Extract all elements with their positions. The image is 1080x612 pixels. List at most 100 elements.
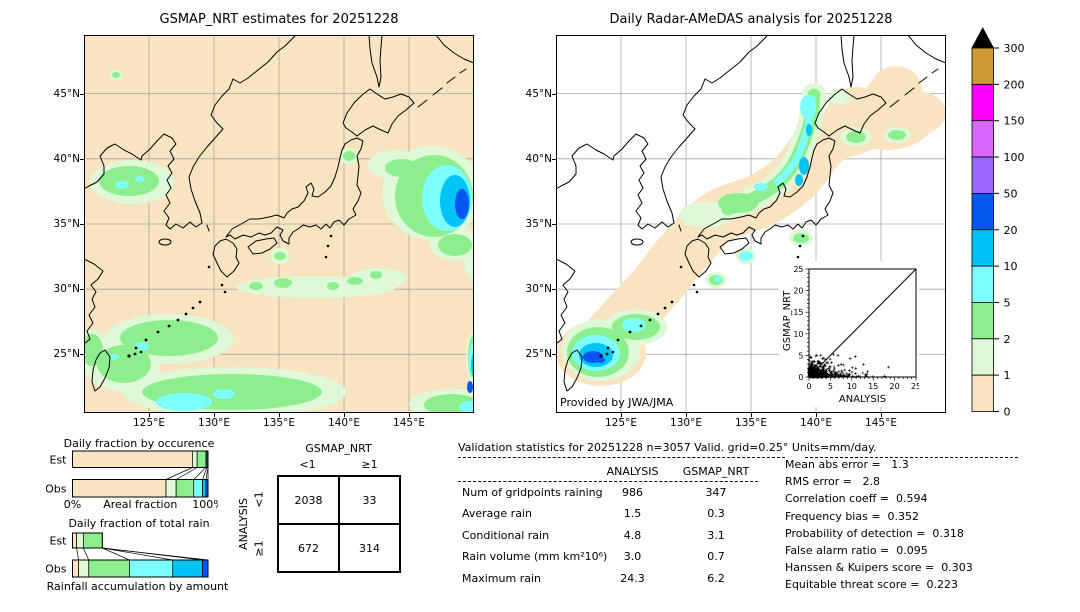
inset-x-tick: 20 [890, 382, 900, 391]
provider-credit: Provided by JWA/JMA [560, 396, 674, 409]
divider [458, 457, 785, 458]
score-line: Frequency bias = 0.352 [785, 509, 920, 523]
totalrain-chart-footer: Rainfall accumulation by amount [46, 580, 229, 593]
score-line: Equitable threat score = 0.223 [785, 578, 958, 592]
contingency-col-label-ge1: ≥1 [361, 458, 378, 471]
y-tick-mark [80, 289, 84, 291]
contingency-row-title: ANALYSIS [237, 498, 250, 550]
x-tick-label: 130°E [670, 417, 702, 429]
x-tick-mark [279, 413, 280, 417]
validation-row-label: Rain volume (mm km²10⁶) [462, 550, 608, 564]
contingency-row-label-lt1: <1 [252, 491, 266, 508]
y-tick-label: 25°N [53, 348, 80, 361]
inset-x-tick: 25 [911, 382, 919, 391]
colorbar-tick-label: 150 [1004, 115, 1025, 128]
score-line: Hanssen & Kuipers score = 0.303 [785, 561, 973, 575]
validation-row: Rain volume (mm km²10⁶) 3.0 0.7 [458, 550, 788, 571]
bar-row-label: Obs [46, 482, 67, 495]
bar-row-label: Est [50, 535, 68, 548]
x-tick-mark [409, 413, 410, 417]
validation-row-label: Conditional rain [462, 528, 550, 542]
y-tick-label: 45°N [53, 87, 80, 100]
colorbar-tick-label: 10 [1004, 260, 1018, 273]
x-tick-label: 145°E [393, 417, 425, 429]
bar-row-label: Obs [46, 563, 67, 576]
inset-y-tick: 0 [798, 373, 803, 382]
x-tick-label: 140°E [328, 417, 360, 429]
bar-axis-label: 0% [64, 498, 81, 511]
colorbar-tick-label: 0 [1004, 406, 1011, 419]
x-tick-mark [621, 413, 622, 417]
score-line: Mean abs error = 1.3 [785, 458, 909, 471]
contingency-cell: 314 [339, 524, 400, 572]
validation-rows: Num of gridpoints raining 986 347 Average r… [458, 486, 788, 593]
radar-precip-field [556, 66, 946, 386]
bar-axis-label: 100% [192, 498, 218, 511]
y-tick-mark [80, 224, 84, 225]
colorbar-tick-label: 1 [1004, 369, 1011, 382]
y-tick-label: 35°N [525, 218, 552, 230]
y-tick-mark [552, 158, 556, 160]
x-tick-label: 125°E [605, 417, 637, 429]
divider [805, 457, 1018, 458]
validation-col-analysis: ANALYSIS [606, 465, 659, 478]
validation-row-label: Num of gridpoints raining [462, 486, 603, 499]
colorbar-tick-label: 100 [1004, 151, 1025, 164]
contingency-cell: 2038 [278, 476, 339, 524]
bar-axis-label: Areal fraction [103, 498, 177, 511]
score-line: False alarm ratio = 0.095 [785, 543, 928, 557]
validation-row: Average rain 1.5 0.3 [458, 507, 788, 528]
y-tick-mark [552, 224, 556, 225]
validation-row-label: Average rain [462, 507, 532, 521]
validation-col-gsmap: GSMAP_NRT [682, 465, 750, 478]
scatter-inset: 00 5 5 10 10 15 15 20 20 25 25 ANALYSIS GSMAP_NRT [782, 265, 921, 405]
inset-y-tick: 15 [793, 308, 803, 317]
y-tick-label: 30°N [53, 283, 80, 296]
x-tick-label: 125°E [133, 417, 165, 429]
divider [458, 481, 758, 482]
occurrence-chart: Est Obs 0% Areal fraction 100% [46, 450, 218, 511]
validation-analysis-value: 24.3 [620, 571, 645, 585]
contingency-table: 2038 33 672 314 [277, 475, 401, 573]
validation-gsmap-value: 0.7 [707, 550, 725, 564]
y-tick-label: 40°N [53, 152, 80, 165]
inset-xlabel: ANALYSIS [839, 394, 886, 405]
validation-row-label: Maximum rain [462, 571, 541, 585]
colorbar-tick-label: 2 [1004, 333, 1011, 346]
inset-y-tick: 25 [793, 265, 803, 274]
gsmap-precip-field [84, 70, 474, 413]
colorbar-tick-label: 50 [1004, 187, 1018, 200]
colorbar-tick-label: 200 [1004, 78, 1025, 91]
x-tick-label: 135°E [735, 417, 767, 429]
x-tick-label: 130°E [198, 417, 230, 429]
scatter-inset-panel: 0 0 5 5 10 10 15 15 20 20 25 25 ANALYSIS GSMAP_NRT [779, 261, 921, 407]
inset-x-tick: 5 [828, 382, 833, 391]
colorbar-tick-label: 20 [1004, 224, 1018, 237]
validation-gsmap-value: 0.3 [707, 507, 725, 521]
score-line: Probability of detection = 0.318 [785, 526, 964, 540]
contingency-col-title: GSMAP_NRT [305, 442, 372, 455]
contingency-row-label-ge1: ≥1 [252, 540, 266, 557]
validation-gsmap-value: 347 [705, 486, 727, 499]
validation-row: Num of gridpoints raining 986 347 [458, 486, 788, 507]
score-line: Correlation coeff = 0.594 [785, 492, 928, 506]
inset-ylabel: GSMAP_NRT [782, 290, 793, 351]
contingency-cell: 33 [339, 476, 400, 524]
score-line: RMS error = 2.8 [785, 475, 880, 489]
inset-x-tick: 10 [847, 382, 857, 391]
inset-y-tick: 20 [793, 287, 803, 296]
x-tick-mark [214, 413, 215, 417]
validation-analysis-value: 4.8 [623, 528, 642, 542]
validation-panel: Validation statistics for 20251228 n=305… [458, 440, 1020, 590]
validation-analysis-value: 986 [622, 486, 643, 499]
score-list: Mean abs error = 1.3 RMS error = 2.8 Corre… [785, 458, 1075, 596]
totalrain-chart-title: Daily fraction of total rain [68, 517, 210, 530]
y-tick-mark [80, 93, 84, 95]
left-map-title: GSMAP_NRT estimates for 20251228 [159, 12, 399, 27]
occurrence-chart-title: Daily fraction by occurence [63, 437, 215, 450]
contingency-cell: 672 [278, 524, 339, 572]
y-tick-label: 25°N [525, 348, 552, 361]
y-tick-label: 40°N [525, 152, 552, 165]
